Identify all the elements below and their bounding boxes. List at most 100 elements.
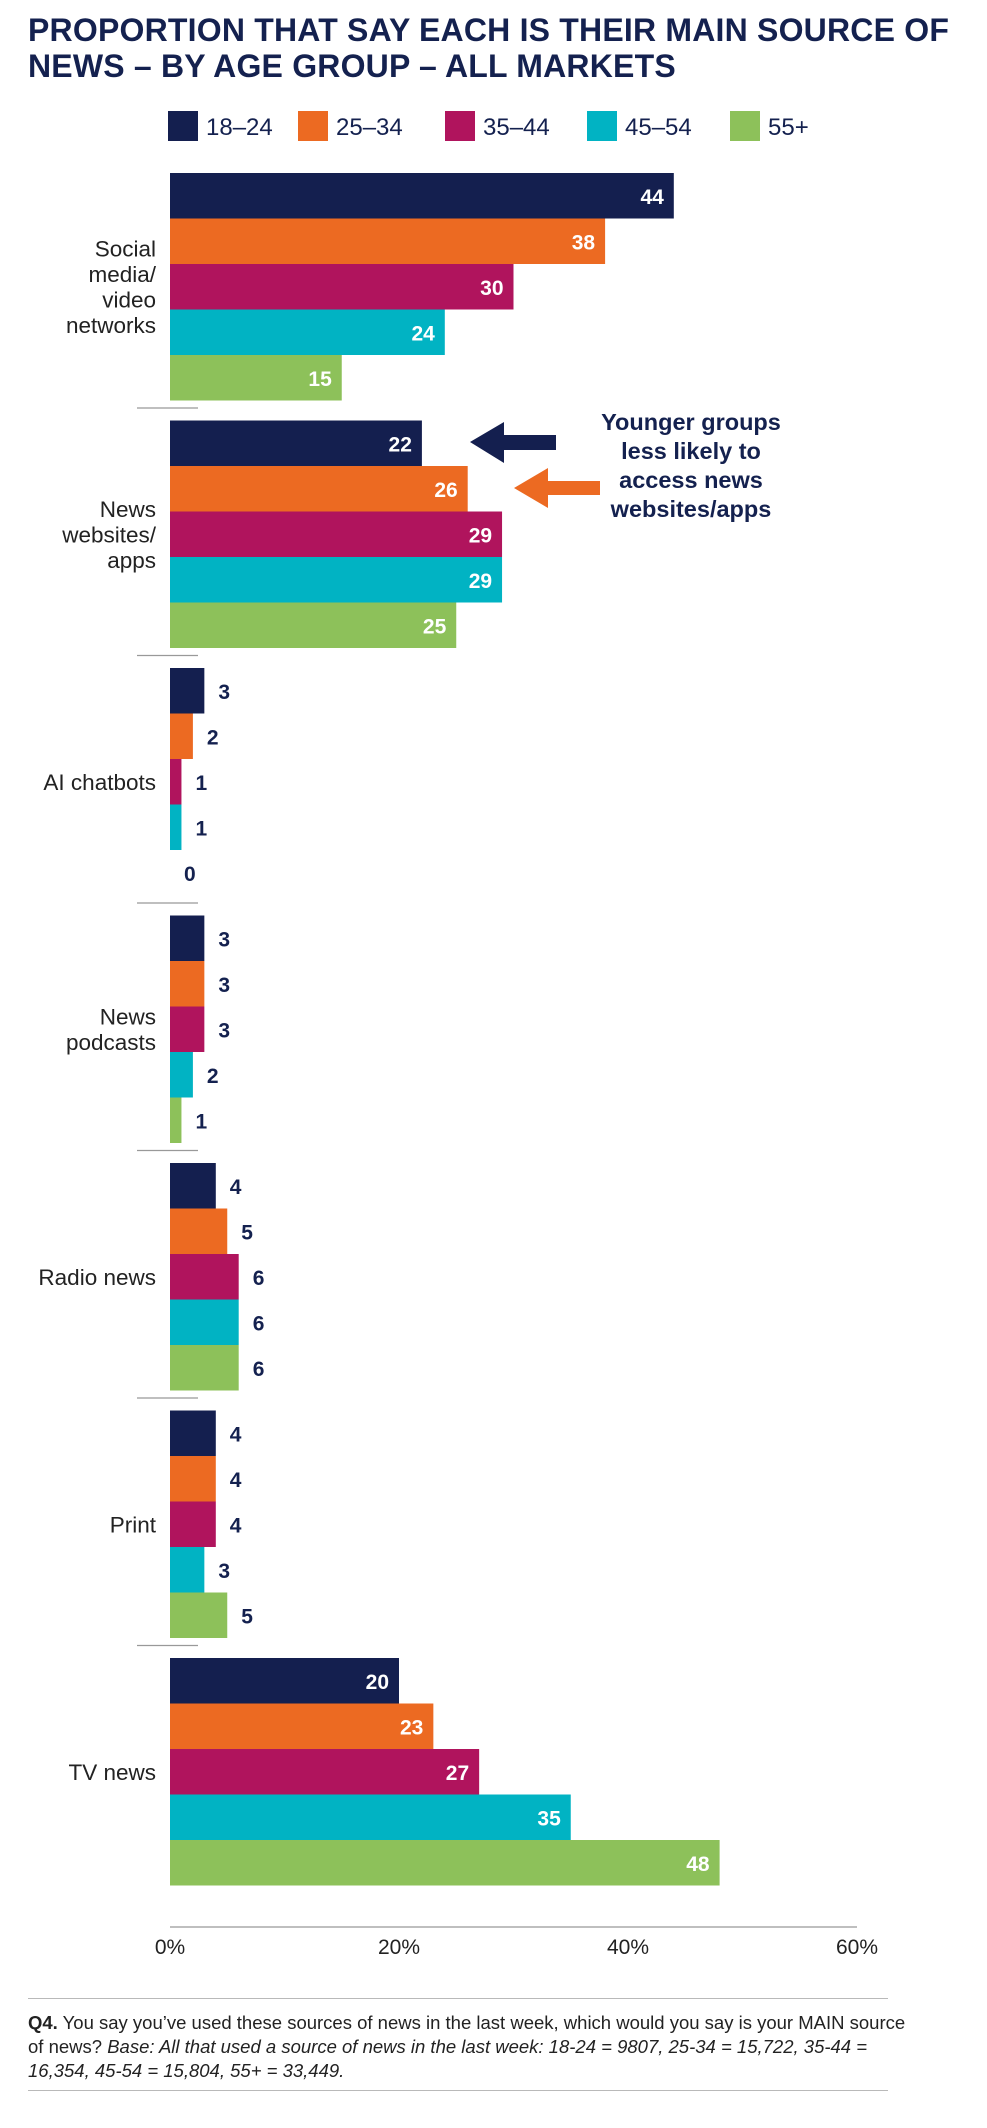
value-label-6-4: 3 [218,1560,230,1583]
category-label-7-line-1: TV news [68,1760,156,1785]
bar-3-1 [170,668,205,714]
value-label-7-5: 48 [686,1853,710,1876]
value-label-7-3: 27 [446,1762,469,1785]
value-label-6-1: 4 [230,1423,242,1446]
footnote: Q4. You say you’ve used these sources of… [28,2011,908,2083]
category-label-1-line-3: video [102,288,156,313]
category-label-2-line-3: apps [107,548,156,573]
category-label-2-line-2: websites/ [61,522,157,547]
value-label-4-3: 3 [218,1019,230,1042]
bar-6-5 [170,1592,228,1638]
x-tick-label-2: 20% [378,1936,420,1959]
value-label-6-3: 4 [230,1514,242,1537]
bar-3-2 [170,713,193,759]
legend-swatch-5 [730,111,760,141]
bar-5-3 [170,1254,239,1300]
annotation-line-2: less likely to [621,438,761,464]
value-label-5-5: 6 [253,1358,265,1381]
bar-2-1 [170,420,422,466]
category-label-1-line-4: networks [66,313,156,338]
chart-title: PROPORTION THAT SAY EACH IS THEIR MAIN S… [28,12,950,84]
value-label-1-1: 44 [640,186,664,209]
category-label-4-line-2: podcasts [66,1030,156,1055]
bar-4-4 [170,1052,193,1098]
value-label-1-5: 15 [308,368,332,391]
value-label-7-4: 35 [537,1807,561,1830]
legend-swatch-1 [168,111,198,141]
footnote-question-text: You say you’ve used these sources of new… [28,2012,906,2057]
value-label-2-5: 25 [423,615,447,638]
value-label-3-5: 0 [184,863,196,886]
bar-1-5 [170,355,342,401]
bar-6-3 [170,1501,216,1547]
bar-7-1 [170,1658,399,1704]
category-label-3-line-1: AI chatbots [43,770,156,795]
footnote-bottom-rule [28,2090,888,2091]
legend-swatch-3 [445,111,475,141]
category-label-5-line-1: Radio news [38,1265,156,1290]
value-label-2-3: 29 [469,524,492,547]
category-label-2-line-1: News [100,497,156,522]
bar-2-3 [170,511,503,557]
value-label-4-2: 3 [218,974,230,997]
value-label-3-1: 3 [218,681,230,704]
bar-5-5 [170,1345,239,1391]
value-label-5-3: 6 [253,1267,265,1290]
legend-label-5: 55+ [768,114,809,141]
bar-3-3 [170,759,182,805]
legend-label-4: 45–54 [625,114,692,141]
value-label-1-3: 30 [480,277,503,300]
bar-1-3 [170,264,514,310]
value-label-6-2: 4 [230,1469,242,1492]
bar-6-4 [170,1547,205,1593]
value-label-5-1: 4 [230,1176,242,1199]
bar-4-5 [170,1097,182,1143]
value-label-5-4: 6 [253,1312,265,1335]
annotation-line-4: websites/apps [610,496,772,522]
legend-swatch-4 [587,111,617,141]
bar-6-1 [170,1410,216,1456]
category-label-6-line-1: Print [110,1512,157,1537]
x-tick-label-3: 40% [607,1936,649,1959]
bar-7-3 [170,1749,480,1795]
bar-7-5 [170,1840,720,1886]
bar-1-1 [170,173,674,219]
value-label-6-5: 5 [241,1605,253,1628]
annotation-line-1: Younger groups [601,409,781,435]
value-label-1-4: 24 [411,322,435,345]
value-label-1-2: 38 [572,231,596,254]
value-label-2-4: 29 [469,570,492,593]
x-tick-label-4: 60% [836,1936,878,1959]
bar-2-5 [170,602,457,648]
footnote-top-rule [28,1998,888,1999]
bar-1-4 [170,309,445,355]
legend-label-1: 18–24 [206,114,273,141]
bar-5-2 [170,1208,228,1254]
bar-5-1 [170,1163,216,1209]
bar-4-2 [170,961,205,1007]
annotation-arrow-navy [470,422,556,463]
value-label-2-2: 26 [434,479,457,502]
bar-chart: 18–24 25–34 35–44 45–54 55+4438302415Socialm… [38,111,878,1959]
bar-7-4 [170,1794,571,1840]
value-label-4-1: 3 [218,928,230,951]
category-label-1-line-2: media/ [88,262,156,287]
bar-2-4 [170,557,503,603]
value-label-2-1: 22 [389,433,412,456]
annotation-line-3: access news [619,467,763,493]
value-label-4-5: 1 [195,1110,207,1133]
category-label-1-line-1: Social [95,237,156,262]
legend-label-2: 25–34 [336,114,403,141]
chart-title-line-1: PROPORTION THAT SAY EACH IS THEIR MAIN S… [28,12,950,48]
annotation-arrow-orange [514,468,600,508]
value-label-3-2: 2 [207,726,219,749]
value-label-7-1: 20 [366,1671,389,1694]
chart-title-line-2: NEWS – BY AGE GROUP – ALL MARKETS [28,48,676,84]
value-label-5-2: 5 [241,1221,253,1244]
category-label-4-line-1: News [100,1005,156,1030]
bar-4-3 [170,1006,205,1052]
footnote-question-label: Q4. [28,2012,58,2033]
footnote-base-text: Base: All that used a source of news in … [28,2036,868,2081]
bar-1-2 [170,218,606,264]
legend-label-3: 35–44 [483,114,550,141]
